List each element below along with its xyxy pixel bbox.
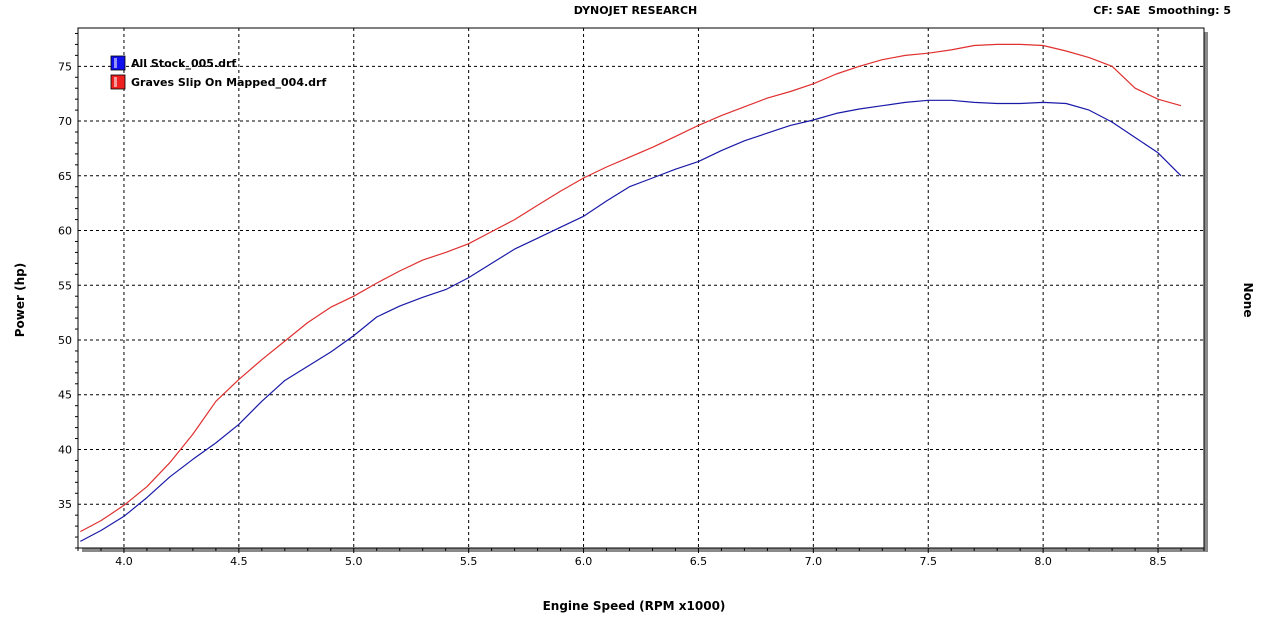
plot-frame xyxy=(77,27,1208,552)
y-axis-title: Power (hp) xyxy=(13,263,27,337)
y-tick-label: 45 xyxy=(58,389,72,402)
y-tick-label: 55 xyxy=(58,279,72,292)
x-tick-label: 6.0 xyxy=(575,555,593,568)
series-line-2 xyxy=(80,43,1182,533)
smoothing-label: Smoothing: 5 xyxy=(1148,4,1231,17)
x-tick-label: 8.5 xyxy=(1149,555,1167,568)
legend-swatch-highlight xyxy=(114,77,117,87)
cf-label: CF: SAE xyxy=(1093,4,1141,17)
legend-swatch-1 xyxy=(110,55,126,71)
legend-label-2: Graves Slip On Mapped_004.drf xyxy=(131,76,326,89)
correction-info: CF: SAE Smoothing: 5 xyxy=(1093,4,1231,17)
y-tick-label: 35 xyxy=(58,498,72,511)
x-tick-label: 5.5 xyxy=(460,555,478,568)
x-tick-label: 4.0 xyxy=(115,555,133,568)
x-tick-label: 7.5 xyxy=(919,555,937,568)
x-tick-label: 5.0 xyxy=(345,555,363,568)
grid xyxy=(75,28,1205,553)
tick-labels: 4.0 4.5 5.0 5.5 6.0 6.5 7.0 7.5 8.0 8.5 35 40 45 50 55… xyxy=(58,60,1167,568)
y-tick-label: 50 xyxy=(58,334,72,347)
legend-swatch-highlight xyxy=(114,58,117,68)
y-tick-label: 40 xyxy=(58,443,72,456)
y-tick-label: 75 xyxy=(58,60,72,73)
legend-swatch-2 xyxy=(110,74,126,90)
x-tick-label: 6.5 xyxy=(690,555,708,568)
legend-label-1: All Stock_005.drf xyxy=(131,57,236,70)
y-tick-label: 70 xyxy=(58,115,72,128)
x-tick-label: 8.0 xyxy=(1034,555,1052,568)
y2-axis-title: None xyxy=(1241,283,1255,318)
plot-area xyxy=(77,27,1205,549)
x-tick-label: 4.5 xyxy=(230,555,248,568)
x-axis-title: Engine Speed (RPM x1000) xyxy=(543,599,726,613)
series-line-1 xyxy=(80,99,1182,542)
series-lines xyxy=(80,43,1182,542)
x-tick-label: 7.0 xyxy=(805,555,823,568)
legend: All Stock_005.drf Graves Slip On Mapped_0… xyxy=(110,55,326,90)
y-tick-label: 60 xyxy=(58,225,72,238)
chart-title: DYNOJET RESEARCH xyxy=(573,4,698,17)
y-tick-label: 65 xyxy=(58,170,72,183)
